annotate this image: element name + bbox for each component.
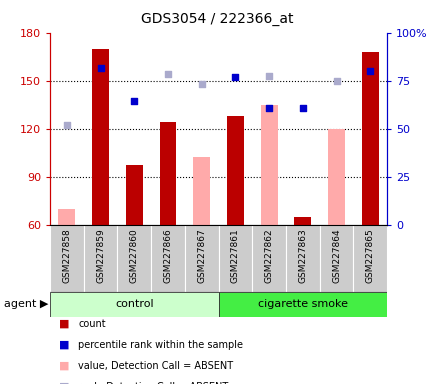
Text: ■: ■ <box>59 340 69 350</box>
Bar <box>294 217 311 225</box>
Text: GSM227863: GSM227863 <box>298 228 307 283</box>
Point <box>97 65 104 71</box>
Point <box>366 68 373 74</box>
Bar <box>159 122 176 225</box>
Text: ■: ■ <box>59 319 69 329</box>
Text: GDS3054 / 222366_at: GDS3054 / 222366_at <box>141 12 293 25</box>
Bar <box>92 49 109 225</box>
Text: count: count <box>78 319 106 329</box>
Text: GSM227861: GSM227861 <box>230 228 240 283</box>
Bar <box>125 166 142 225</box>
Text: GSM227866: GSM227866 <box>163 228 172 283</box>
Point <box>198 81 205 87</box>
Bar <box>286 225 319 292</box>
Text: GSM227862: GSM227862 <box>264 228 273 283</box>
Text: GSM227865: GSM227865 <box>365 228 374 283</box>
Point <box>231 74 238 81</box>
Text: GSM227860: GSM227860 <box>129 228 138 283</box>
Bar <box>50 225 83 292</box>
Point <box>131 98 138 104</box>
Bar <box>353 225 386 292</box>
Text: percentile rank within the sample: percentile rank within the sample <box>78 340 243 350</box>
Bar <box>117 225 151 292</box>
Bar <box>58 209 75 225</box>
Bar <box>50 292 218 317</box>
Bar <box>260 105 277 225</box>
Text: GSM227858: GSM227858 <box>62 228 71 283</box>
Bar <box>218 225 252 292</box>
Bar <box>193 157 210 225</box>
Bar <box>84 225 117 292</box>
Point <box>299 105 306 111</box>
Text: ■: ■ <box>59 382 69 384</box>
Point <box>332 78 339 84</box>
Bar <box>184 225 218 292</box>
Bar <box>151 225 184 292</box>
Text: ■: ■ <box>59 361 69 371</box>
Text: GSM227867: GSM227867 <box>197 228 206 283</box>
Bar <box>227 116 243 225</box>
Bar <box>327 129 344 225</box>
Text: GSM227859: GSM227859 <box>96 228 105 283</box>
Bar <box>252 225 286 292</box>
Point <box>63 122 70 129</box>
Text: agent ▶: agent ▶ <box>4 299 49 310</box>
Text: value, Detection Call = ABSENT: value, Detection Call = ABSENT <box>78 361 233 371</box>
Text: cigarette smoke: cigarette smoke <box>257 299 347 310</box>
Bar <box>218 292 386 317</box>
Text: GSM227864: GSM227864 <box>331 228 340 283</box>
Point <box>265 73 272 79</box>
Bar <box>361 52 378 225</box>
Text: control: control <box>115 299 153 310</box>
Point <box>265 105 272 111</box>
Point <box>164 71 171 77</box>
Text: rank, Detection Call = ABSENT: rank, Detection Call = ABSENT <box>78 382 228 384</box>
Bar <box>319 225 353 292</box>
